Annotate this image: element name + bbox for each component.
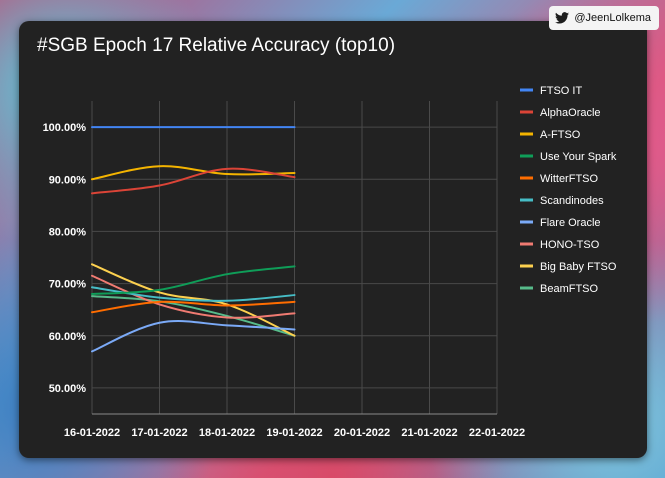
- y-tick-label: 50.00%: [49, 383, 87, 395]
- twitter-handle: @JeenLolkema: [574, 12, 651, 24]
- y-tick-label: 90.00%: [49, 174, 87, 186]
- series-line-use-your-spark: [91, 265, 296, 296]
- series-line-witterftso: [91, 300, 296, 314]
- y-tick-label: 100.00%: [43, 122, 87, 134]
- legend-label: Big Baby FTSO: [540, 261, 617, 273]
- legend-label: FTSO IT: [540, 85, 582, 97]
- twitter-badge[interactable]: @JeenLolkema: [549, 6, 659, 30]
- y-tick-label: 80.00%: [49, 226, 87, 238]
- x-tick-label: 16-01-2022: [64, 427, 120, 439]
- legend-label: Scandinodes: [540, 195, 604, 207]
- x-tick-label: 18-01-2022: [199, 427, 255, 439]
- legend-label: Use Your Spark: [540, 151, 617, 163]
- legend-label: WitterFTSO: [540, 173, 598, 185]
- chart-title: #SGB Epoch 17 Relative Accuracy (top10): [37, 35, 396, 56]
- x-tick-label: 22-01-2022: [469, 427, 525, 439]
- y-tick-label: 60.00%: [49, 331, 87, 343]
- series-line-flare-oracle: [91, 320, 296, 353]
- x-tick-label: 20-01-2022: [334, 427, 390, 439]
- chart-card: #SGB Epoch 17 Relative Accuracy (top10) …: [19, 21, 647, 458]
- x-tick-label: 21-01-2022: [401, 427, 457, 439]
- series-line-big-baby-ftso: [91, 263, 296, 337]
- series-line-hono-tso: [91, 274, 296, 319]
- legend-label: AlphaOracle: [540, 107, 601, 119]
- twitter-bird-icon: [555, 12, 570, 24]
- series-line-a-ftso: [91, 165, 296, 181]
- legend-label: BeamFTSO: [540, 283, 599, 295]
- legend-label: Flare Oracle: [540, 217, 601, 229]
- legend-label: A-FTSO: [540, 129, 581, 141]
- series-line-alphaoracle: [91, 167, 296, 195]
- y-tick-label: 70.00%: [49, 279, 87, 291]
- x-tick-label: 17-01-2022: [131, 427, 187, 439]
- legend-label: HONO-TSO: [540, 239, 600, 251]
- x-tick-label: 19-01-2022: [266, 427, 322, 439]
- line-chart: 50.00% 60.00% 70.00% 80.00% 90.00% 100.00% 16-…: [43, 85, 617, 439]
